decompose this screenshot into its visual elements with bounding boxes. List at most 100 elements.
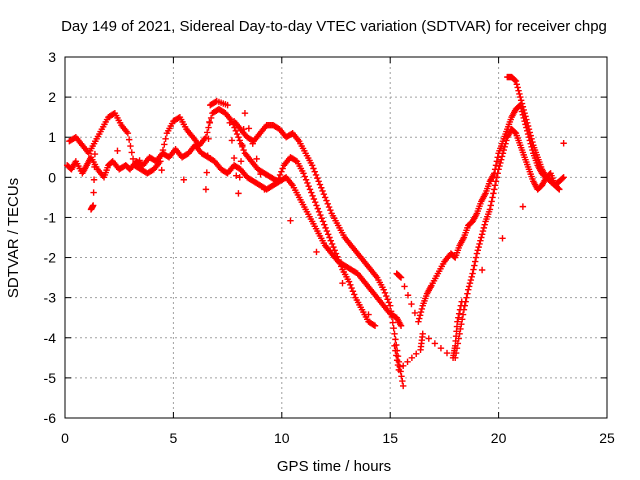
data-point [335,256,342,264]
data-point [458,316,466,323]
data-point [226,119,233,126]
data-point [90,189,97,196]
data-point [529,138,536,146]
data-point [474,247,481,254]
data-point [125,136,133,143]
data-point [524,122,532,130]
data-point [331,247,338,254]
y-tick-label: -5 [44,370,57,386]
data-point [400,382,407,390]
data-point [206,118,213,126]
axis-ticks: -6 -5 -4 -3 -2 -1 0 1 2 3 0 5 10 15 20 25 [44,49,615,446]
data-point [202,186,210,193]
data-point [327,237,334,244]
data-point [512,77,520,85]
data-point [339,280,346,287]
x-tick-label: 5 [170,430,178,446]
series-track-C [230,117,407,390]
data-point [336,259,344,267]
data-point [308,162,316,169]
data-point [304,179,311,187]
data-point [443,349,451,357]
data-point [347,281,354,289]
data-point [455,310,463,317]
data-point [300,170,307,177]
data-point [456,306,464,313]
plot-frame [64,56,608,419]
data-point [500,146,508,154]
data-point [383,292,390,300]
data-point [319,218,327,225]
series-track-D [393,101,567,325]
data-point [511,77,519,84]
data-point [464,290,471,297]
data-point [400,362,407,370]
data-point [380,286,387,293]
series-track-A [63,142,405,329]
data-point [498,156,505,163]
data-point [310,165,317,172]
data-point [371,322,379,329]
data-point [387,308,395,315]
data-point [203,169,210,176]
data-point [249,140,256,147]
x-tick-label: 25 [599,430,615,446]
data-point [481,221,488,228]
data-point [205,135,212,143]
data-point [497,159,504,167]
data-point [491,182,499,189]
data-point [338,263,345,270]
x-tick-label: 10 [274,430,290,446]
data-point [478,231,486,238]
data-point [519,103,527,110]
data-point [302,176,310,183]
data-point [457,325,464,333]
data-point [230,154,238,162]
data-point [323,197,330,204]
data-point [245,125,253,132]
data-point [493,174,501,181]
data-point [276,171,284,179]
data-point [235,134,242,141]
series-track-E [452,126,563,362]
data-point [516,90,523,98]
data-point [471,262,478,269]
data-point [466,280,474,287]
data-point [395,366,403,374]
data-point [524,119,531,126]
data-point [158,166,165,174]
data-point [517,93,524,101]
data-point [494,154,501,161]
data-point [365,311,372,318]
data-point [287,217,294,224]
data-point [204,129,211,136]
data-point [527,132,534,139]
series-scattered [87,97,567,374]
data-point [332,250,340,257]
data-point [315,178,322,185]
data-point [488,198,495,205]
data-point [416,312,424,319]
data-point [317,211,324,219]
data-point [498,153,506,160]
data-point [318,184,325,191]
data-point [469,270,476,277]
data-point [503,137,510,144]
data-point [323,227,331,235]
data-point [501,143,508,151]
data-point [499,235,506,242]
data-point [411,309,419,317]
data-point [459,311,467,318]
data-point [465,286,472,293]
data-point [480,224,488,232]
data-point [494,170,501,177]
data-point [322,224,329,232]
data-point [470,266,477,273]
data-point [127,142,134,150]
data-point [455,314,462,321]
data-point [560,140,567,147]
data-point [528,135,535,143]
data-point [316,181,324,188]
y-axis-label: SDTVAR / TECUs [5,178,22,298]
